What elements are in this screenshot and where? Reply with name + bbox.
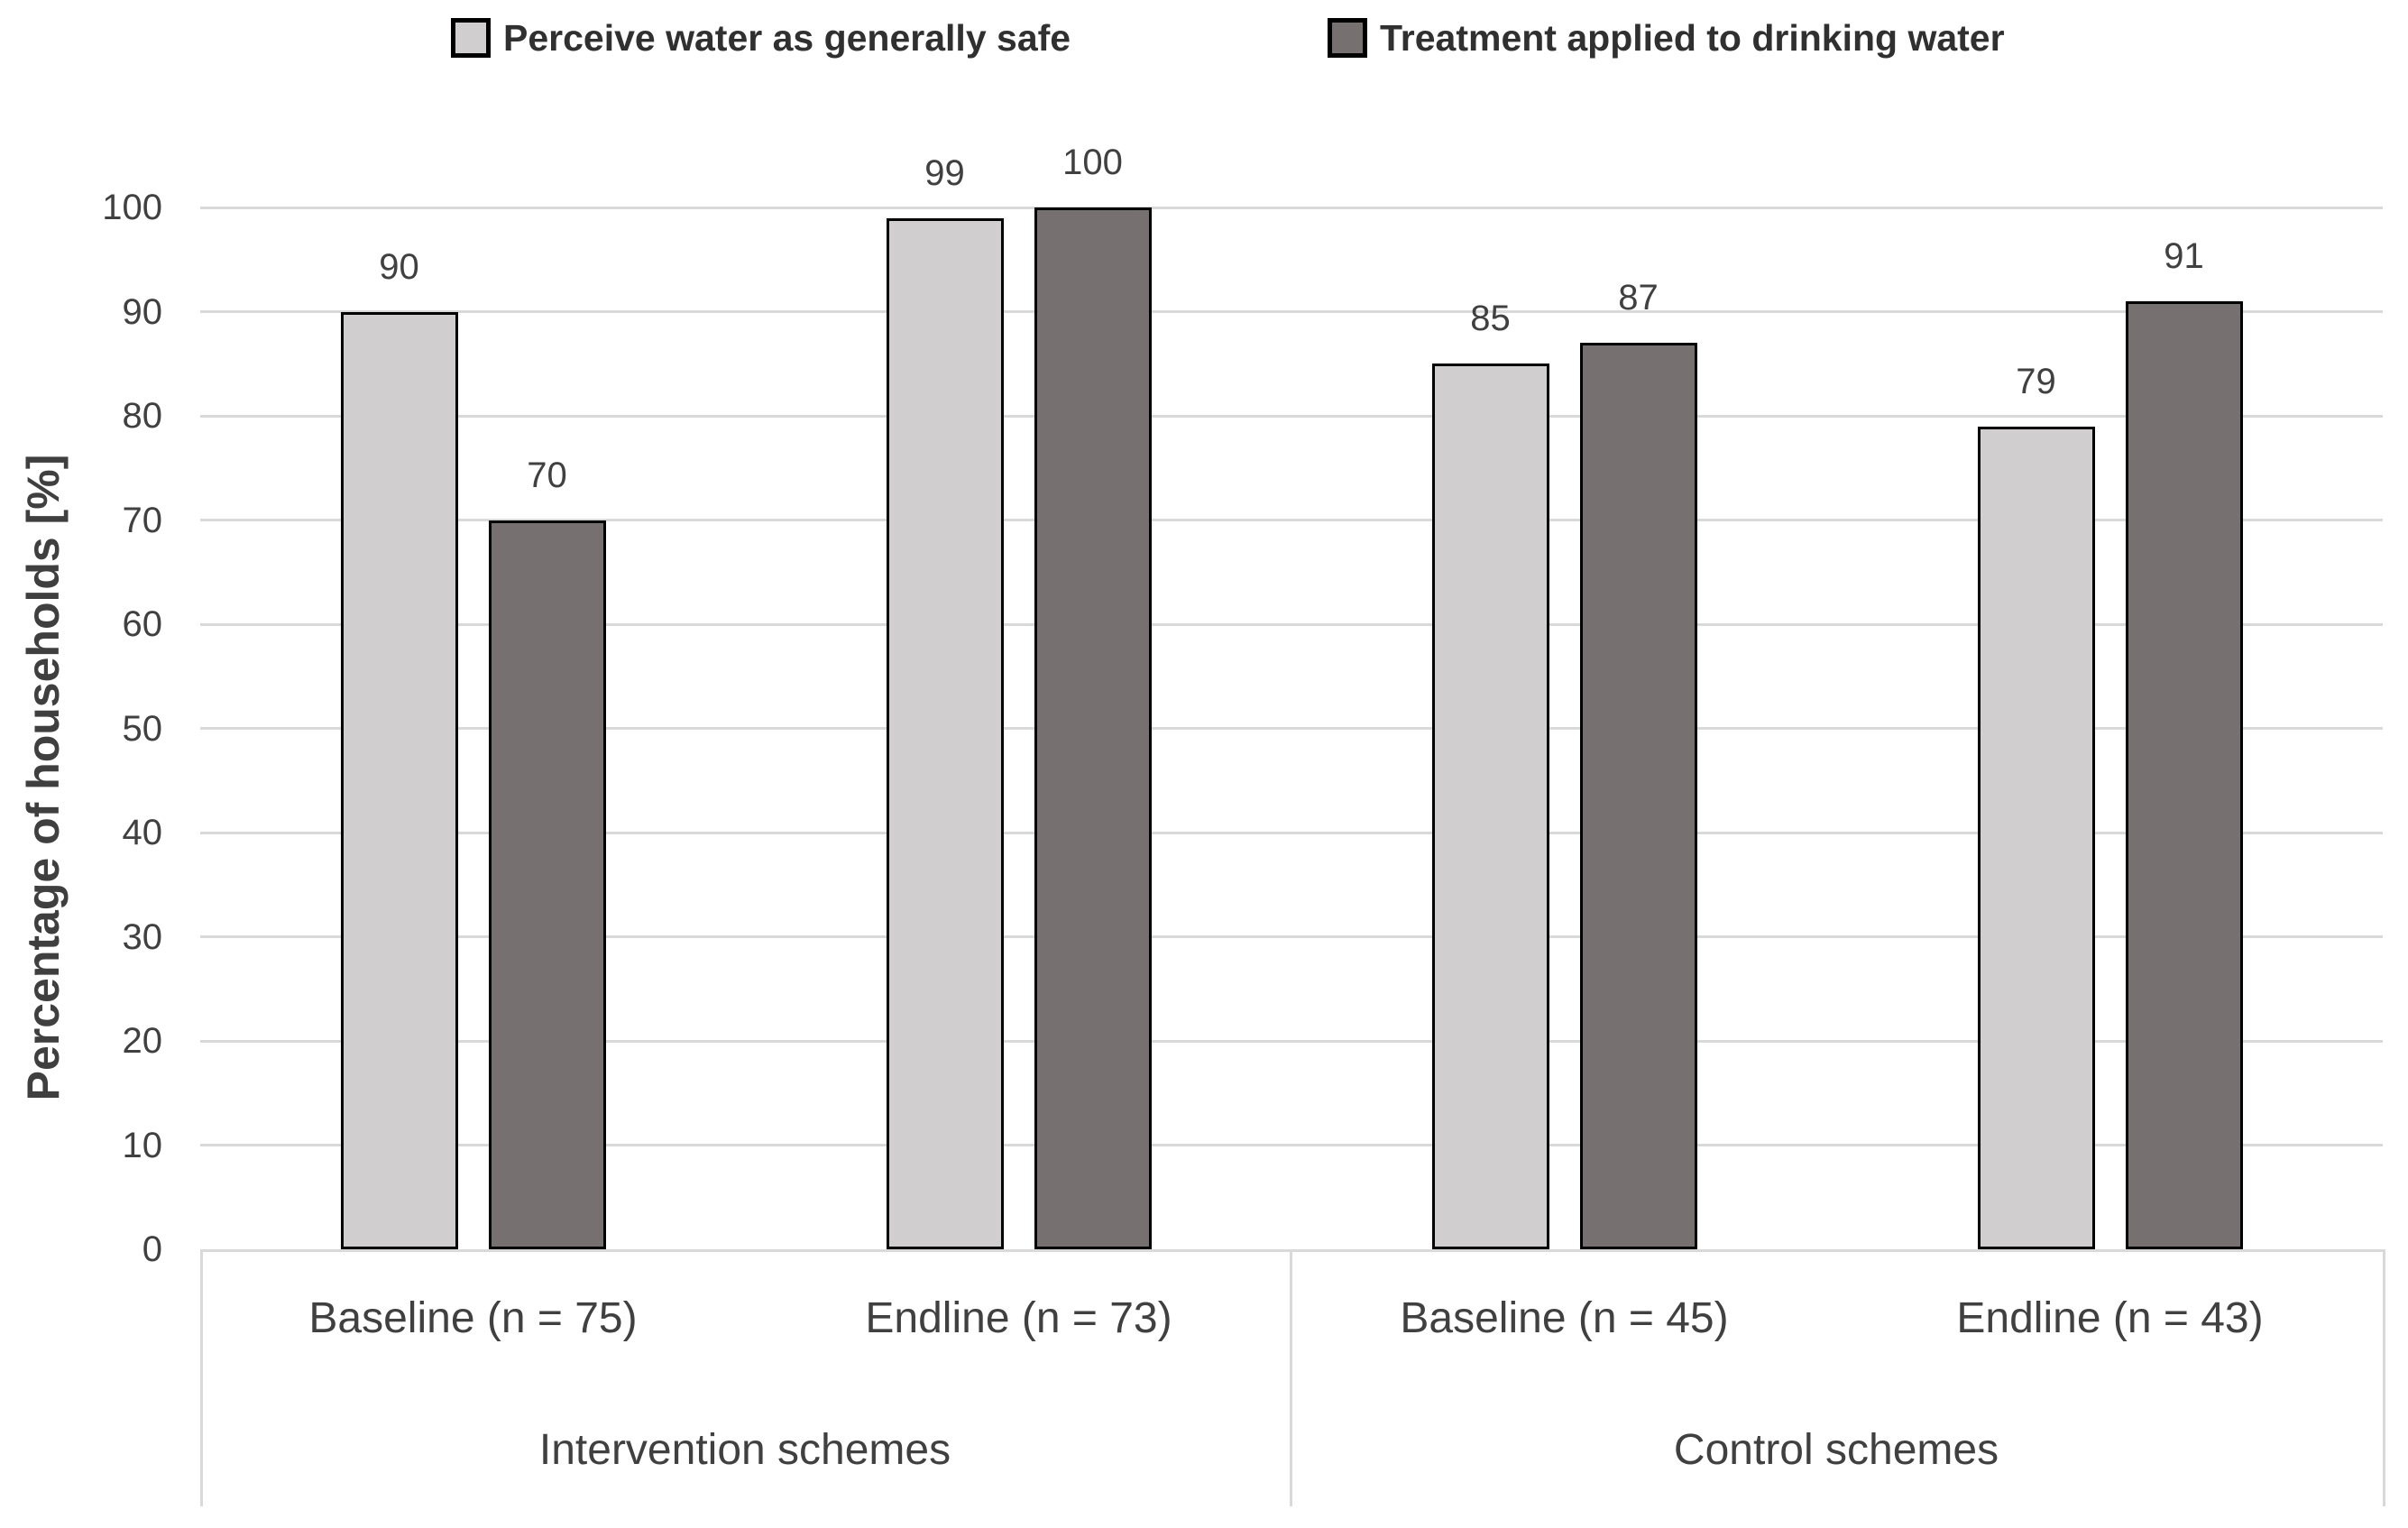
y-tick-label: 50 xyxy=(122,708,163,749)
bar xyxy=(340,311,458,1249)
x-tick-label: Baseline (n = 75) xyxy=(308,1294,638,1342)
bar-value-label: 87 xyxy=(1618,278,1659,318)
y-tick-label: 10 xyxy=(122,1125,163,1165)
bar-value-label: 90 xyxy=(379,246,419,287)
legend-label: Perceive water as generally safe xyxy=(503,16,1071,59)
bar xyxy=(1034,207,1152,1249)
y-tick-label: 80 xyxy=(122,396,163,436)
bar xyxy=(488,520,606,1249)
bar-value-label: 70 xyxy=(527,455,567,495)
category-table-border-left xyxy=(200,1249,203,1506)
x-tick-label: Baseline (n = 45) xyxy=(1400,1294,1729,1342)
bar xyxy=(1579,343,1697,1249)
y-axis-title: Percentage of households [%] xyxy=(18,454,69,1101)
gridline xyxy=(200,1039,2383,1043)
x-axis-line xyxy=(200,1249,2385,1252)
x-tick-label: Endline (n = 73) xyxy=(865,1294,1172,1342)
legend-item-safe: Perceive water as generally safe xyxy=(451,14,1071,61)
y-tick-label: 70 xyxy=(122,500,163,540)
y-tick-label: 0 xyxy=(142,1229,162,1269)
y-tick-label: 60 xyxy=(122,604,163,644)
bar-value-label: 91 xyxy=(2164,235,2204,276)
bar-value-label: 100 xyxy=(1062,143,1123,182)
legend-label: Treatment applied to drinking water xyxy=(1380,16,2005,59)
gridline xyxy=(200,206,2383,209)
bar-value-label: 79 xyxy=(2016,361,2056,401)
group-label-intervention: Intervention schemes xyxy=(538,1426,951,1474)
gridline xyxy=(200,310,2383,313)
y-tick-label: 90 xyxy=(122,291,163,332)
y-tick-label: 20 xyxy=(122,1021,163,1061)
bar xyxy=(2125,300,2243,1249)
gridline xyxy=(200,519,2383,521)
y-tick-label: 40 xyxy=(122,813,163,852)
bar xyxy=(886,217,1004,1249)
gridline xyxy=(200,935,2383,938)
legend-item-treatment: Treatment applied to drinking water xyxy=(1328,14,2005,61)
gridline xyxy=(200,831,2383,834)
y-tick-label: 30 xyxy=(122,916,163,957)
y-tick-label: 100 xyxy=(102,188,162,227)
bar xyxy=(1977,426,2095,1249)
bar-value-label: 85 xyxy=(1470,299,1511,339)
category-table-border-right xyxy=(2383,1249,2385,1506)
bar xyxy=(1431,364,1549,1249)
gridline xyxy=(200,1144,2383,1146)
x-tick-label: Endline (n = 43) xyxy=(1956,1294,2264,1342)
gridline xyxy=(200,414,2383,418)
gridline xyxy=(200,622,2383,626)
bar-value-label: 99 xyxy=(924,152,965,193)
gridline xyxy=(200,727,2383,730)
group-label-control: Control schemes xyxy=(1673,1426,1999,1474)
legend-swatch-light-icon xyxy=(451,18,491,58)
legend-swatch-dark-icon xyxy=(1328,18,1367,58)
category-table-border-middle xyxy=(1290,1249,1292,1506)
